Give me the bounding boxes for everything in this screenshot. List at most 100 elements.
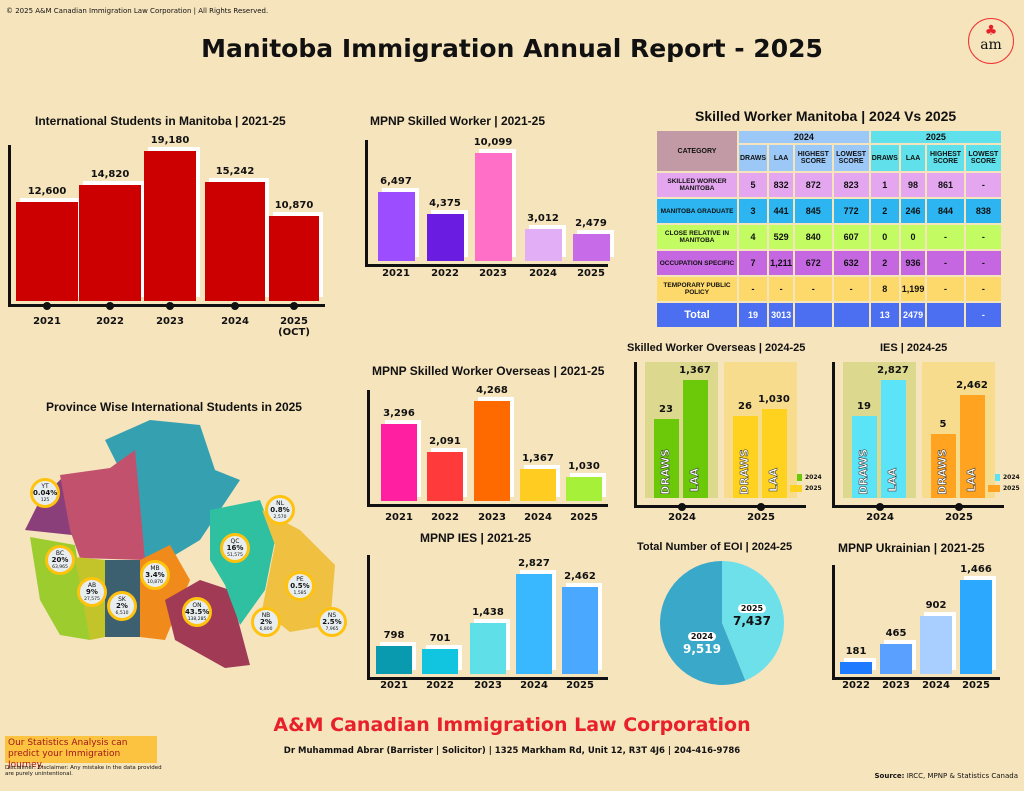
total-cell: 2479 <box>900 303 926 327</box>
total-label: Total <box>657 303 737 327</box>
ukr-y-axis <box>832 565 835 678</box>
table-row: OCCUPATION SPECIFIC 7 1,211 672 632 2 936- - <box>657 251 1001 275</box>
intl-title: International Students in Manitoba | 202… <box>35 114 286 128</box>
ies-bar <box>516 574 552 674</box>
pin-percent: 2% <box>260 618 272 626</box>
ies2-title: IES | 2024-25 <box>880 342 948 354</box>
pie-year-2025: 2025 <box>737 604 767 613</box>
ies2-legend-text: 2024 <box>1003 474 1020 481</box>
table-cell: 0 <box>870 225 899 249</box>
sw-title: MPNP Skilled Worker | 2021-25 <box>370 114 545 128</box>
ies2-legend-swatch <box>988 485 1000 492</box>
table-cell: - <box>927 277 964 301</box>
table-cell: 7 <box>739 251 768 275</box>
ies-category-label: 2025 <box>566 680 594 691</box>
swo-x-axis <box>367 504 608 507</box>
ukr-title: MPNP Ukrainian | 2021-25 <box>838 541 985 555</box>
swo2-metric-label: DRAWS <box>738 449 752 495</box>
intl-category-label: 2024 <box>221 316 249 327</box>
pin-count: 10,870 <box>147 580 163 585</box>
ukr-value-label: 1,466 <box>960 564 992 575</box>
pin-count: 138,285 <box>187 617 207 622</box>
ies-value-label: 1,438 <box>472 607 504 619</box>
table-cell: 838 <box>965 199 1001 223</box>
sw-category-label: 2022 <box>431 268 459 279</box>
ies2-bar <box>852 416 877 498</box>
swo2-bar <box>654 418 679 498</box>
row-category: SKILLED WORKER MANITOBA <box>657 173 737 197</box>
pie-year-2024: 2024 <box>687 632 717 641</box>
column-header: DRAWS <box>739 145 768 171</box>
sw-bar <box>572 234 610 261</box>
sw-y-axis <box>365 140 368 265</box>
pin-province-code: YT <box>41 483 49 490</box>
ies2-tick-dot <box>955 503 963 511</box>
sw-value-label: 3,012 <box>527 212 559 224</box>
table-cell: - <box>833 277 869 301</box>
ies2-metric-label: DRAWS <box>857 449 871 495</box>
ies-value-label: 2,827 <box>518 558 550 569</box>
column-header: HIGHEST SCORE <box>795 145 832 171</box>
row-category: TEMPORARY PUBLIC POLICY <box>657 277 737 301</box>
disclaimer: Disclaimer: Disclaimer: Any mistake in t… <box>5 765 162 777</box>
swo-title: MPNP Skilled Worker Overseas | 2021-25 <box>372 364 605 378</box>
ies-bar <box>470 623 506 674</box>
table-cell: 772 <box>833 199 869 223</box>
total-cell: 19 <box>739 303 768 327</box>
pin-count: 125 <box>40 498 50 503</box>
swo-bar <box>381 423 417 501</box>
region-nwt <box>60 450 145 560</box>
table-cell: - <box>927 225 964 249</box>
swo2-legend-swatch <box>790 485 802 492</box>
ies-category-label: 2021 <box>380 680 408 691</box>
copyright: © 2025 A&M Canadian Immigration Law Corp… <box>6 7 269 15</box>
swo2-category-label: 2025 <box>747 512 775 523</box>
column-header: LOWEST SCORE <box>833 145 869 171</box>
eoi-title: Total Number of EOI | 2024-25 <box>637 541 793 553</box>
pin-percent: 20% <box>51 556 69 564</box>
intl-tick-dot <box>290 302 298 310</box>
map-pin-mb: MB 3.4% 10,870 <box>140 560 170 590</box>
pie-value-2025: 7,437 <box>733 614 771 628</box>
ies2-metric-label: LAA <box>886 468 900 493</box>
table-cell: 632 <box>833 251 869 275</box>
swo2-legend-text: 2024 <box>805 474 822 481</box>
pin-count: 6,800 <box>259 627 273 632</box>
pin-count: 63,965 <box>52 565 68 570</box>
ies2-bar <box>931 433 956 498</box>
category-header: CATEGORY <box>657 131 737 171</box>
intl-bar <box>269 215 319 301</box>
map-pin-nb: NB 2% 6,800 <box>251 607 281 637</box>
ukr-value-label: 181 <box>845 646 867 658</box>
sw-category-label: 2023 <box>479 268 507 279</box>
ies-category-label: 2022 <box>426 680 454 691</box>
ies-bar <box>376 645 412 674</box>
table-cell: - <box>965 225 1001 249</box>
eoi-pie-chart <box>660 561 784 685</box>
swo-value-label: 3,296 <box>383 407 415 419</box>
table-title: Skilled Worker Manitoba | 2024 Vs 2025 <box>695 108 957 124</box>
table-cell: 845 <box>795 199 832 223</box>
swo2-title: Skilled Worker Overseas | 2024-25 <box>627 342 806 354</box>
table-cell: 861 <box>927 173 964 197</box>
intl-value-label: 10,870 <box>274 199 314 211</box>
pin-province-code: ON <box>192 602 202 609</box>
sw-bar <box>524 228 562 261</box>
map-pin-on: ON 43.5% 138,285 <box>182 597 212 627</box>
ies2-value-label: 2,827 <box>877 365 909 376</box>
ies2-y-axis <box>832 362 835 508</box>
table-cell: 607 <box>833 225 869 249</box>
canada-map <box>25 420 335 668</box>
ukr-x-axis <box>832 677 1000 680</box>
total-cell: - <box>965 303 1001 327</box>
swo-bar <box>474 401 510 501</box>
table-row: CLOSE RELATIVE IN MANITOBA 4 529 840 607 0 0- - <box>657 225 1001 249</box>
pin-percent: 43.5% <box>185 608 210 616</box>
page-title: Manitoba Immigration Annual Report - 202… <box>201 34 823 63</box>
pin-count: 27,575 <box>84 597 100 602</box>
row-category: CLOSE RELATIVE IN MANITOBA <box>657 225 737 249</box>
table-cell: 5 <box>739 173 768 197</box>
table-cell: 672 <box>795 251 832 275</box>
ies2-bar <box>960 395 985 498</box>
table-cell: 441 <box>769 199 794 223</box>
